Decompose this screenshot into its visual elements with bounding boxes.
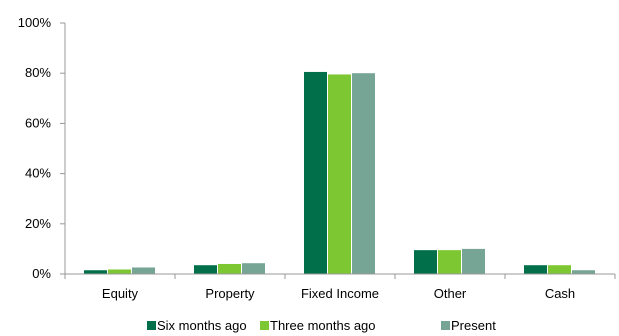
bars: [84, 72, 595, 274]
bar: [108, 269, 131, 274]
y-tick-label: 60%: [25, 115, 51, 130]
bar: [548, 265, 571, 274]
bar: [524, 265, 547, 274]
bar: [304, 72, 327, 274]
legend-swatch: [147, 321, 156, 330]
bar: [132, 267, 155, 274]
legend-label: Three months ago: [270, 318, 376, 333]
x-tick-label: Other: [434, 286, 467, 301]
bar: [414, 250, 437, 274]
bar: [328, 74, 351, 274]
y-tick-label: 100%: [18, 15, 52, 30]
x-tick-label: Cash: [545, 286, 575, 301]
x-axis-labels: Equity Property Fixed Income Other Cash: [102, 286, 575, 301]
legend-swatch: [441, 321, 450, 330]
bar: [194, 265, 217, 274]
y-tick-label: 20%: [25, 216, 51, 231]
x-tick-label: Equity: [102, 286, 139, 301]
legend-label: Six months ago: [157, 318, 247, 333]
y-tick-label: 40%: [25, 166, 51, 181]
bar: [218, 264, 241, 274]
x-tick-label: Property: [205, 286, 255, 301]
legend-swatch: [260, 321, 269, 330]
bar: [462, 249, 485, 274]
y-tick-label: 80%: [25, 65, 51, 80]
y-tick-label: 0%: [32, 266, 51, 281]
legend-label: Present: [451, 318, 496, 333]
bar: [438, 250, 461, 274]
legend: Six months ago Three months ago Present: [147, 318, 496, 333]
bar: [572, 270, 595, 274]
bar: [84, 270, 107, 274]
x-tick-label: Fixed Income: [301, 286, 379, 301]
bar: [242, 263, 265, 274]
y-axis-ticks: 0% 20% 40% 60% 80% 100%: [18, 15, 65, 281]
bar: [352, 73, 375, 274]
